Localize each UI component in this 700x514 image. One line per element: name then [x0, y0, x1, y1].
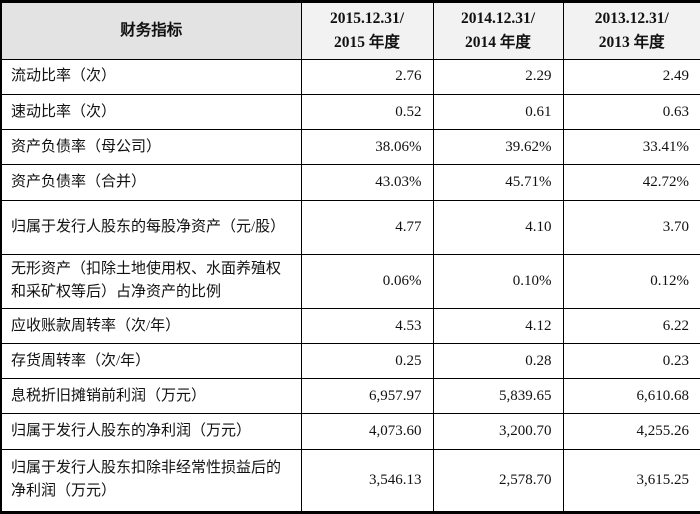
value-cell: 3,546.13: [300, 448, 434, 514]
value-cell: 0.28: [432, 343, 564, 380]
value-cell: 38.06%: [300, 129, 434, 166]
value-cell: 4.12: [432, 308, 564, 345]
table-row: 归属于发行人股东扣除非经常性损益后的净利润（万元） 3,546.13 2,578…: [0, 448, 700, 514]
value-cell: 43.03%: [300, 164, 434, 201]
value-cell: 2,578.70: [432, 448, 564, 514]
value-cell: 4.77: [300, 199, 434, 255]
header-period-2015: 2015.12.31/ 2015 年度: [300, 0, 434, 61]
value-cell: 3.70: [562, 199, 700, 255]
header-period-2013-year: 2013 年度: [598, 34, 665, 52]
table-row: 速动比率（次） 0.52 0.61 0.63: [0, 94, 700, 131]
indicator-cell: 应收账款周转率（次/年）: [0, 308, 302, 345]
table-body: 流动比率（次） 2.76 2.29 2.49 速动比率（次） 0.52 0.61…: [0, 59, 700, 514]
value-cell: 3,200.70: [432, 413, 564, 450]
value-cell: 5,839.65: [432, 378, 564, 415]
table-row: 息税折旧摊销前利润（万元） 6,957.97 5,839.65 6,610.68: [0, 378, 700, 415]
header-row: 财务指标 2015.12.31/ 2015 年度 2014.12.31/ 201…: [0, 0, 700, 61]
value-cell: 6,957.97: [300, 378, 434, 415]
header-indicator: 财务指标: [0, 0, 302, 61]
value-cell: 6,610.68: [562, 378, 700, 415]
indicator-cell: 速动比率（次）: [0, 94, 302, 131]
indicator-cell: 归属于发行人股东扣除非经常性损益后的净利润（万元）: [0, 448, 302, 514]
indicator-cell: 资产负债率（母公司）: [0, 129, 302, 166]
indicator-cell: 归属于发行人股东的每股净资产（元/股）: [0, 199, 302, 255]
header-period-2014-date: 2014.12.31/: [460, 10, 536, 27]
indicator-cell: 流动比率（次）: [0, 59, 302, 96]
value-cell: 42.72%: [562, 164, 700, 201]
value-cell: 3,615.25: [562, 448, 700, 514]
header-period-2014-year: 2014 年度: [465, 34, 531, 52]
table-row: 资产负债率（合并） 43.03% 45.71% 42.72%: [0, 164, 700, 201]
value-cell: 0.06%: [300, 253, 434, 310]
table-row: 归属于发行人股东的每股净资产（元/股） 4.77 4.10 3.70: [0, 199, 700, 255]
table-row: 流动比率（次） 2.76 2.29 2.49: [0, 59, 700, 96]
header-period-2013: 2013.12.31/ 2013 年度: [562, 0, 700, 61]
table-row: 无形资产（扣除土地使用权、水面养殖权和采矿权等后）占净资产的比例 0.06% 0…: [0, 253, 700, 310]
table-row: 存货周转率（次/年） 0.25 0.28 0.23: [0, 343, 700, 380]
value-cell: 0.10%: [432, 253, 564, 310]
value-cell: 0.12%: [562, 253, 700, 310]
table-row: 应收账款周转率（次/年） 4.53 4.12 6.22: [0, 308, 700, 345]
value-cell: 33.41%: [562, 129, 700, 166]
header-period-2015-date: 2015.12.31/: [329, 10, 405, 27]
header-period-2014: 2014.12.31/ 2014 年度: [432, 0, 564, 61]
indicator-cell: 息税折旧摊销前利润（万元）: [0, 378, 302, 415]
value-cell: 0.63: [562, 94, 700, 131]
indicator-cell: 资产负债率（合并）: [0, 164, 302, 201]
table-row: 归属于发行人股东的净利润（万元） 4,073.60 3,200.70 4,255…: [0, 413, 700, 450]
table-row: 资产负债率（母公司） 38.06% 39.62% 33.41%: [0, 129, 700, 166]
value-cell: 0.25: [300, 343, 434, 380]
value-cell: 4,073.60: [300, 413, 434, 450]
value-cell: 39.62%: [432, 129, 564, 166]
value-cell: 0.23: [562, 343, 700, 380]
table-header: 财务指标 2015.12.31/ 2015 年度 2014.12.31/ 201…: [0, 0, 700, 61]
value-cell: 0.61: [432, 94, 564, 131]
value-cell: 4.10: [432, 199, 564, 255]
value-cell: 4.53: [300, 308, 434, 345]
header-period-2015-year: 2015 年度: [334, 34, 400, 52]
value-cell: 2.49: [562, 59, 700, 96]
value-cell: 45.71%: [432, 164, 564, 201]
value-cell: 2.76: [300, 59, 434, 96]
indicator-cell: 归属于发行人股东的净利润（万元）: [0, 413, 302, 450]
header-period-2013-date: 2013.12.31/: [594, 10, 669, 27]
value-cell: 0.52: [300, 94, 434, 131]
indicator-cell: 无形资产（扣除土地使用权、水面养殖权和采矿权等后）占净资产的比例: [0, 253, 302, 310]
value-cell: 6.22: [562, 308, 700, 345]
indicator-cell: 存货周转率（次/年）: [0, 343, 302, 380]
value-cell: 2.29: [432, 59, 564, 96]
value-cell: 4,255.26: [562, 413, 700, 450]
